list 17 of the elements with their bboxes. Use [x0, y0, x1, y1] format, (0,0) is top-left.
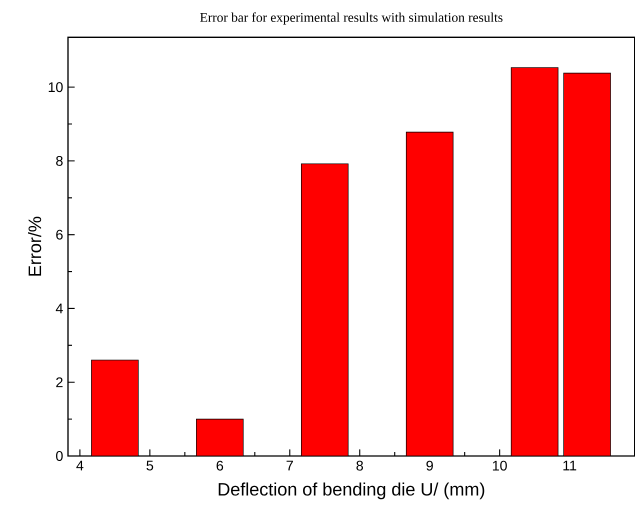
x-tick-label: 4	[76, 460, 84, 470]
x-axis-title: Deflection of bending die U/ (mm)	[218, 482, 484, 500]
y-tick-label: 10	[48, 82, 63, 92]
y-tick-label: 2	[56, 377, 63, 388]
y-tick-label: 0	[56, 451, 63, 461]
x-tick-label: 7	[286, 460, 293, 470]
y-tick-label: 6	[56, 230, 63, 240]
y-tick-label: 8	[56, 156, 63, 166]
x-tick-label: 5	[146, 460, 154, 470]
y-tick-label: 4	[56, 304, 63, 314]
x-tick-label: 6	[216, 460, 224, 471]
chart-title: Error bar for experimental results with simulation results	[200, 12, 503, 25]
x-tick-label: 11	[563, 460, 576, 470]
x-tick-label: 9	[426, 460, 433, 471]
x-tick-label: 10	[492, 460, 507, 471]
x-tick-label: 8	[356, 460, 364, 471]
y-axis-title: Error/%	[28, 216, 42, 276]
